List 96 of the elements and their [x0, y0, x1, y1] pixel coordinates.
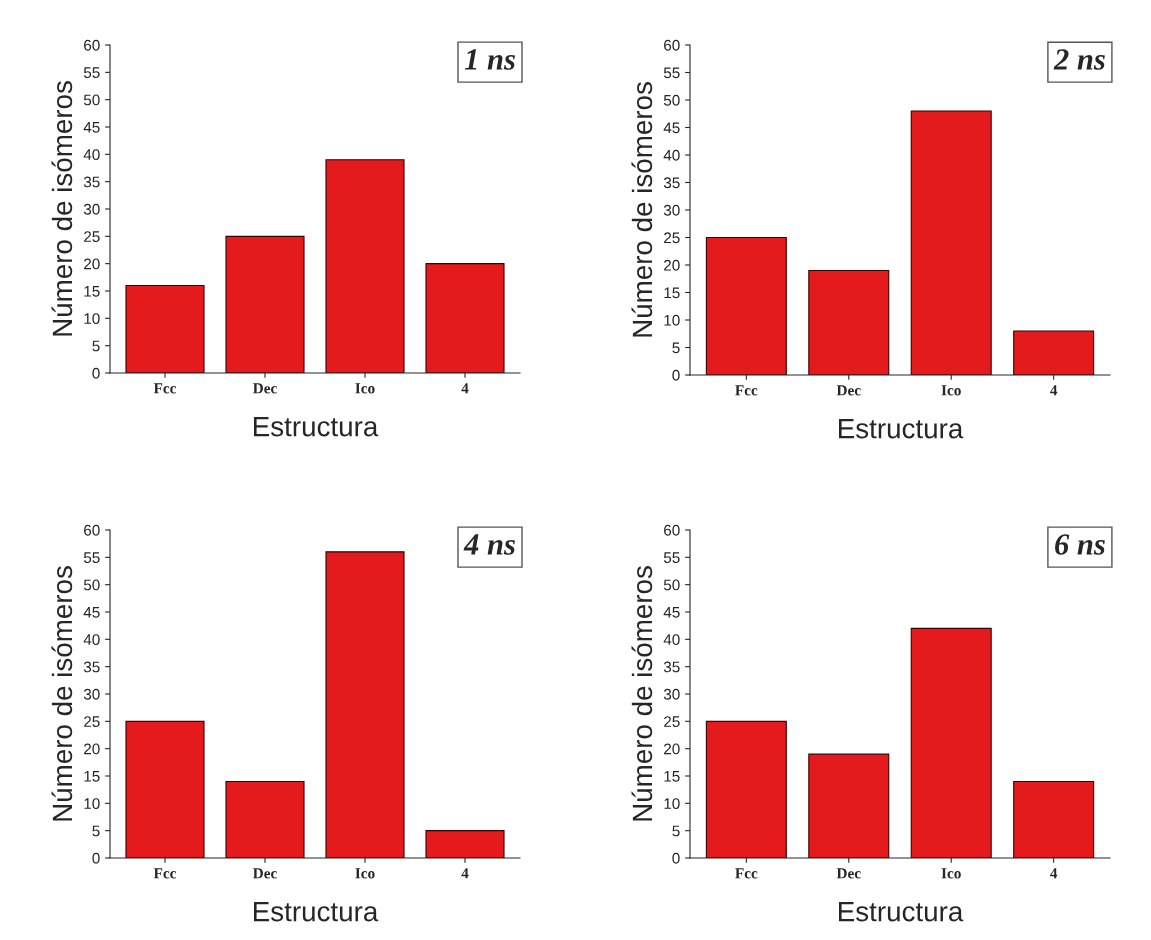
y-tick-label: 15 — [84, 771, 100, 782]
y-tick-label: 20 — [664, 743, 680, 755]
y-tick-label: 15 — [664, 287, 680, 299]
y-tick-label: 45 — [83, 607, 100, 618]
x-tick-label: 4 — [1050, 385, 1058, 396]
x-tick-label: 4 — [1050, 868, 1058, 879]
y-tick-label: 60 — [664, 39, 680, 51]
y-tick-label: 55 — [83, 552, 100, 564]
x-axis-title: Estructura — [838, 419, 964, 439]
y-tick-label: 45 — [663, 122, 680, 134]
y-axis-title: Número de isómeros — [631, 566, 653, 821]
y-tick-label: 10 — [84, 798, 100, 810]
bar — [225, 780, 305, 858]
y-tick-label: 45 — [83, 122, 100, 133]
y-tick-label: 35 — [83, 176, 100, 188]
bar — [808, 269, 890, 375]
bar — [705, 236, 787, 375]
x-tick-label: Fcc — [153, 868, 177, 879]
chart-title: 6 ns — [1055, 534, 1105, 555]
bar — [1013, 780, 1095, 858]
y-tick-label: 30 — [663, 688, 680, 700]
y-tick-label: 55 — [663, 67, 680, 79]
y-tick-label: 30 — [83, 688, 100, 700]
x-tick-label: Fcc — [153, 383, 177, 394]
chart-title: 4 ns — [463, 534, 515, 555]
x-tick-label: Ico — [941, 868, 961, 879]
y-tick-label: 25 — [664, 716, 680, 728]
y-tick-label: 10 — [664, 798, 680, 810]
x-tick-label: Fcc — [735, 868, 758, 879]
y-tick-label: 20 — [84, 743, 100, 755]
y-tick-label: 5 — [92, 340, 100, 352]
y-tick-label: 40 — [663, 149, 680, 161]
y-tick-label: 10 — [664, 314, 680, 326]
bar — [705, 720, 787, 858]
y-tick-label: 0 — [672, 369, 680, 381]
y-tick-label: 55 — [663, 552, 680, 564]
y-tick-label: 5 — [672, 825, 680, 837]
y-tick-label: 20 — [664, 259, 680, 271]
x-tick-label: Ico — [355, 868, 375, 879]
y-tick-label: 25 — [84, 716, 100, 728]
bar — [325, 551, 405, 858]
y-axis-title: Número de isómeros — [631, 82, 653, 337]
bar — [425, 830, 505, 858]
y-tick-label: 5 — [672, 342, 680, 354]
y-tick-label: 25 — [84, 231, 100, 243]
y-tick-label: 0 — [672, 852, 680, 864]
y-tick-label: 35 — [663, 661, 680, 673]
y-tick-label: 40 — [83, 634, 100, 646]
y-tick-label: 35 — [83, 661, 100, 673]
y-tick-label: 5 — [92, 825, 100, 837]
y-tick-label: 40 — [663, 634, 680, 646]
y-tick-label: 30 — [663, 204, 680, 216]
bar — [910, 110, 992, 375]
y-tick-label: 15 — [664, 771, 680, 782]
bar — [125, 284, 205, 373]
x-tick-label: Dec — [252, 868, 277, 879]
y-tick-label: 40 — [83, 149, 100, 161]
x-tick-label: Dec — [836, 868, 861, 879]
bar — [808, 753, 890, 858]
y-tick-label: 50 — [663, 579, 680, 591]
x-axis-title: Estructura — [838, 902, 964, 922]
y-tick-label: 45 — [663, 607, 680, 618]
y-tick-label: 30 — [83, 203, 100, 215]
y-tick-label: 35 — [663, 177, 680, 189]
y-tick-label: 60 — [664, 524, 680, 536]
y-tick-label: 50 — [83, 94, 100, 106]
chart-title: 1 ns — [464, 49, 515, 70]
chart-title: 2 ns — [1053, 49, 1105, 70]
x-tick-label: 4 — [461, 868, 469, 879]
y-tick-label: 50 — [663, 94, 680, 106]
y-tick-label: 0 — [92, 367, 100, 379]
x-tick-label: Dec — [252, 383, 277, 394]
y-tick-label: 15 — [84, 286, 100, 297]
y-tick-label: 60 — [84, 39, 100, 51]
bar — [325, 159, 405, 373]
bar — [910, 627, 992, 858]
y-axis-title: Número de isómeros — [51, 566, 73, 821]
x-tick-label: 4 — [461, 383, 469, 394]
x-axis-title: Estructura — [253, 417, 379, 437]
x-tick-label: Ico — [941, 385, 961, 396]
y-tick-label: 55 — [83, 67, 100, 79]
bar — [125, 720, 205, 858]
y-tick-label: 25 — [664, 232, 680, 244]
x-tick-label: Ico — [355, 383, 375, 394]
bar — [1013, 330, 1095, 375]
x-tick-label: Dec — [836, 385, 861, 396]
bar — [225, 235, 305, 373]
x-tick-label: Fcc — [735, 385, 758, 396]
y-tick-label: 10 — [84, 313, 100, 325]
x-axis-title: Estructura — [253, 902, 379, 922]
y-axis-title: Número de isómeros — [51, 81, 73, 336]
y-tick-label: 20 — [84, 258, 100, 270]
y-tick-label: 60 — [84, 524, 100, 536]
y-tick-label: 50 — [83, 579, 100, 591]
bar — [425, 263, 505, 373]
y-tick-label: 0 — [92, 852, 100, 864]
